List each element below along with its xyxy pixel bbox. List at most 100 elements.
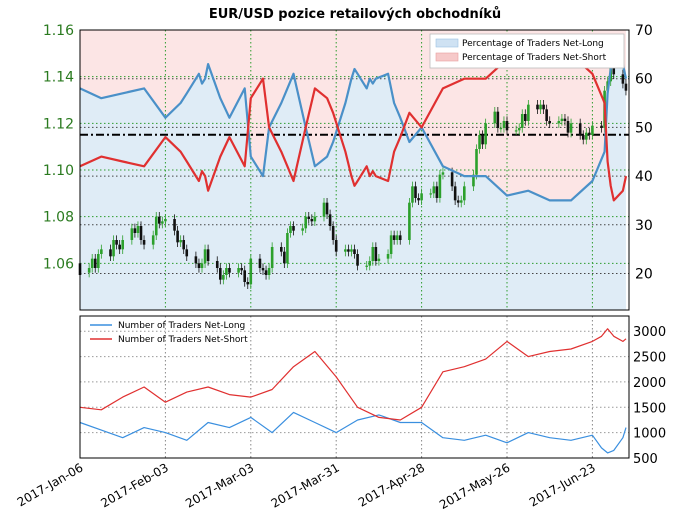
price-tick-label-5: 1.16 [43, 23, 74, 39]
price-candles [78, 62, 628, 289]
net-short-area [80, 30, 626, 201]
candle-body-54 [310, 219, 314, 222]
candle-body-28 [200, 263, 204, 268]
candle-body-62 [347, 249, 350, 252]
top-legend: Percentage of Traders Net-Long Percentag… [429, 33, 625, 69]
candle-body-13 [136, 226, 140, 233]
candle-body-88 [456, 200, 460, 203]
candle-body-112 [560, 118, 564, 121]
date-tick-label-5: 2017-May-26 [437, 460, 512, 512]
candle-body-76 [408, 202, 411, 240]
candle-body-15 [142, 240, 146, 245]
count-tick-label-5: 3000 [633, 325, 666, 340]
pct-tick-label-2: 40 [635, 169, 653, 185]
candle-body-101 [514, 130, 518, 132]
bottom-panel-frame [79, 315, 630, 459]
candle-body-85 [441, 172, 445, 175]
candle-body-69 [374, 247, 378, 261]
candle-body-1 [87, 268, 91, 273]
candle-body-118 [585, 132, 588, 140]
candle-body-39 [246, 282, 250, 285]
date-tick-label-2: 2017-Mar-03 [183, 460, 256, 510]
candle-body-14 [139, 226, 143, 240]
candle-body-108 [542, 104, 545, 110]
candle-body-79 [417, 198, 420, 201]
pct-tick-label-5: 70 [635, 23, 653, 39]
candle-body-63 [350, 249, 353, 252]
candle-body-114 [566, 121, 570, 133]
candle-body-48 [286, 233, 289, 264]
date-tick-label-3: 2017-Mar-31 [269, 460, 342, 510]
candle-body-125 [612, 67, 616, 75]
count-tick-label-1: 1000 [633, 427, 666, 442]
candle-body-64 [353, 249, 356, 254]
candle-body-7 [112, 240, 115, 257]
candle-body-19 [161, 221, 164, 224]
pct-net-long-line [79, 53, 628, 202]
candle-body-98 [499, 128, 503, 130]
price-tick-label-3: 1.12 [43, 116, 74, 132]
candle-body-49 [289, 226, 292, 233]
candle-body-115 [569, 123, 573, 133]
candle-body-75 [398, 235, 402, 240]
candle-body-44 [267, 268, 271, 275]
top-legend-box [429, 33, 625, 69]
candle-body-104 [524, 114, 527, 121]
candle-body-126 [621, 74, 625, 84]
candle-body-78 [414, 186, 417, 198]
candle-body-52 [304, 216, 307, 229]
candle-body-72 [389, 235, 393, 254]
date-tick-label-4: 2017-Apr-28 [356, 460, 427, 509]
candle-body-20 [164, 219, 167, 222]
candle-body-3 [93, 258, 97, 268]
candle-body-55 [313, 216, 317, 222]
candle-body-12 [133, 228, 137, 233]
legend-swatch-net-long [435, 38, 459, 48]
candle-body-35 [228, 268, 231, 273]
legend-traders-short-label: Number of Traders Net-Short [118, 335, 248, 345]
candle-body-46 [280, 247, 283, 252]
candle-body-2 [90, 258, 94, 268]
candle-body-116 [578, 123, 582, 135]
pct-tick-label-4: 60 [635, 72, 653, 88]
candle-body-117 [581, 135, 585, 140]
candle-body-102 [517, 128, 521, 131]
candle-body-57 [325, 202, 329, 215]
candle-body-17 [154, 216, 158, 236]
date-tick-label-1: 2017-Feb-03 [98, 460, 171, 510]
candle-body-105 [527, 104, 530, 121]
legend-net-short-label: Percentage of Traders Net-Short [462, 53, 607, 63]
candle-body-38 [243, 270, 246, 282]
candle-body-51 [301, 228, 304, 231]
candle-body-90 [463, 186, 466, 201]
candle-body-80 [420, 193, 423, 201]
candle-body-70 [377, 258, 381, 261]
candle-body-82 [432, 186, 436, 194]
candle-body-81 [429, 193, 433, 195]
candle-body-4 [97, 254, 100, 268]
candle-body-65 [356, 254, 359, 266]
candle-body-107 [539, 104, 542, 110]
candle-body-29 [203, 249, 207, 264]
candle-body-68 [371, 247, 375, 261]
candle-body-43 [264, 270, 268, 275]
candle-body-121 [600, 125, 603, 128]
price-tick-label-4: 1.14 [43, 70, 74, 86]
candle-body-91 [472, 174, 475, 187]
pct-tick-label-1: 30 [635, 218, 653, 234]
candle-body-113 [563, 118, 567, 121]
legend-swatch-net-short [435, 52, 459, 62]
pct-tick-label-3: 50 [635, 120, 653, 136]
candle-body-103 [520, 114, 524, 128]
candle-body-31 [215, 261, 219, 268]
candle-body-27 [197, 263, 201, 268]
pct-tick-label-0: 20 [635, 266, 653, 282]
candle-body-40 [249, 258, 253, 285]
candle-body-33 [222, 275, 225, 280]
candle-body-26 [194, 256, 198, 264]
candle-body-97 [496, 111, 500, 128]
candle-body-73 [392, 235, 396, 240]
price-tick-label-2: 1.10 [43, 163, 74, 179]
legend-traders-long-label: Number of Traders Net-Long [118, 321, 245, 331]
candle-body-100 [505, 121, 509, 131]
